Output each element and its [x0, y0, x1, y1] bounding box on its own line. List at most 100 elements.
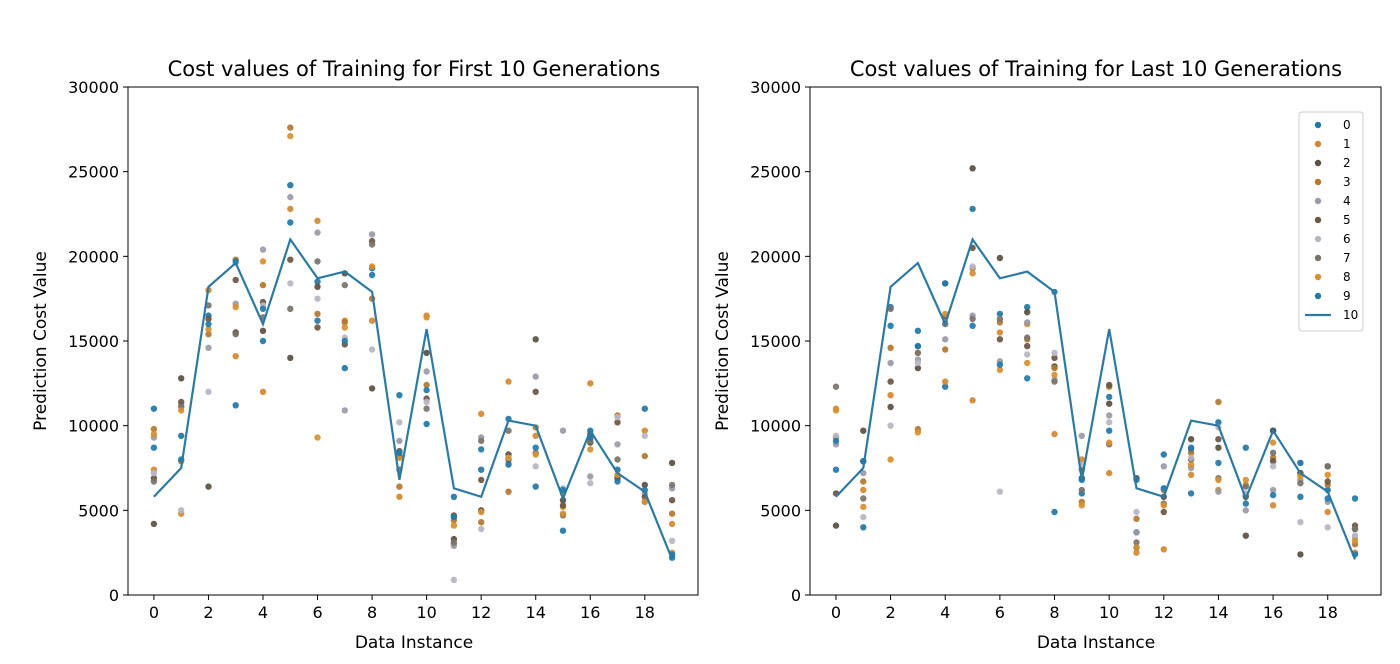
data-point-series-7: [1351, 525, 1359, 533]
legend-point-marker: [1314, 159, 1322, 167]
data-point-series-6: [1269, 463, 1277, 470]
x-tick-label: 0: [831, 603, 841, 622]
data-point-series-5: [232, 276, 239, 284]
data-point-series-4: [314, 229, 321, 236]
data-point-series-1: [996, 329, 1004, 336]
data-point-series-7: [1078, 486, 1086, 494]
data-point-series-9: [450, 513, 458, 521]
data-point-series-9: [1242, 500, 1250, 507]
data-point-series-2: [1106, 400, 1113, 407]
data-point-series-6: [1324, 524, 1331, 531]
data-point-series-0: [1023, 303, 1031, 311]
data-point-series-7: [478, 437, 485, 445]
data-point-series-0: [423, 420, 430, 428]
data-point-series-1: [641, 427, 648, 434]
x-tick-label: 10: [1099, 603, 1119, 622]
data-point-series-8: [1133, 544, 1140, 551]
data-point-series-9: [1215, 459, 1222, 467]
data-point-series-7: [914, 349, 922, 357]
data-point-series-5: [1324, 478, 1331, 485]
data-point-series-2: [287, 354, 294, 362]
data-point-series-7: [314, 258, 321, 265]
x-axis-label: Data Instance: [355, 633, 473, 653]
data-point-series-9: [1269, 491, 1277, 499]
data-point-series-6: [1187, 454, 1195, 461]
data-point-series-3: [396, 483, 403, 490]
data-point-series-8: [205, 325, 212, 333]
data-point-series-0: [287, 182, 294, 189]
data-point-series-1: [1051, 430, 1058, 438]
data-point-series-1: [478, 410, 485, 417]
x-tick-label: 2: [886, 603, 896, 622]
data-point-series-1: [1106, 469, 1113, 477]
data-point-series-9: [532, 444, 539, 451]
legend-point-marker: [1314, 178, 1322, 186]
data-point-series-5: [205, 315, 212, 323]
y-tick-label: 5000: [78, 501, 119, 520]
chart-title: Cost values of Training for First 10 Gen…: [168, 57, 661, 81]
legend-label: 9: [1343, 289, 1351, 303]
data-point-series-8: [1051, 371, 1058, 379]
data-point-series-8: [450, 522, 458, 529]
data-point-series-6: [1023, 351, 1031, 358]
data-point-series-1: [860, 486, 867, 494]
data-point-series-1: [1160, 546, 1168, 553]
x-tick-label: 6: [995, 603, 1005, 622]
data-point-series-8: [1269, 439, 1277, 446]
data-point-series-0: [450, 493, 458, 500]
legend-point-marker: [1314, 197, 1322, 205]
data-point-series-6: [996, 488, 1004, 495]
data-point-series-8: [478, 508, 485, 516]
data-point-series-2: [1242, 532, 1250, 539]
data-point-series-4: [887, 359, 894, 367]
data-point-series-7: [232, 331, 239, 338]
legend-point-marker: [1314, 254, 1322, 262]
data-point-series-7: [1133, 539, 1140, 546]
data-point-series-5: [1023, 342, 1031, 350]
chart-panel-last-generations: Cost values of Training for Last 10 Gene…: [713, 57, 1382, 653]
data-point-series-5: [1106, 381, 1113, 389]
data-point-series-6: [887, 422, 894, 429]
x-tick-label: 4: [258, 603, 268, 622]
data-point-series-7: [287, 305, 294, 312]
data-point-series-6: [1106, 419, 1113, 426]
data-point-series-9: [887, 322, 894, 329]
data-point-series-2: [1297, 551, 1304, 558]
data-point-series-0: [1297, 493, 1304, 500]
data-point-series-8: [832, 407, 840, 414]
data-point-series-2: [532, 336, 539, 343]
legend-box: [1298, 111, 1364, 332]
data-point-series-4: [423, 368, 430, 375]
data-point-series-4: [559, 427, 567, 434]
data-point-series-1: [532, 432, 539, 439]
data-point-series-0: [1051, 508, 1058, 516]
data-point-series-7: [1023, 334, 1031, 341]
data-point-series-0: [996, 310, 1004, 318]
y-tick-label: 10000: [750, 417, 801, 436]
data-point-series-2: [969, 165, 976, 172]
data-point-series-9: [396, 449, 403, 456]
data-point-series-7: [969, 315, 976, 323]
x-tick-label: 18: [635, 603, 655, 622]
series-lines: [153, 236, 674, 560]
data-point-series-8: [1187, 461, 1195, 468]
x-tick-label: 8: [367, 603, 377, 622]
data-point-series-8: [314, 434, 321, 441]
y-tick-label: 15000: [750, 332, 801, 351]
data-point-series-7: [368, 241, 376, 248]
data-point-series-3: [259, 281, 267, 289]
data-point-series-2: [996, 254, 1004, 262]
data-point-series-0: [259, 337, 267, 345]
data-point-series-7: [1242, 483, 1250, 490]
y-tick-label: 0: [109, 586, 119, 605]
y-tick-label: 20000: [68, 247, 119, 266]
data-point-series-1: [1269, 502, 1277, 509]
legend: 0 1 2 3 4 5 6 7 8 9 10: [1298, 111, 1364, 332]
data-point-series-1: [969, 397, 976, 404]
data-point-series-8: [914, 429, 922, 436]
series-line-10: [153, 236, 674, 560]
legend-point-marker: [1314, 216, 1322, 224]
data-point-series-6: [914, 359, 922, 367]
data-point-series-0: [1351, 495, 1359, 502]
legend-label: 10: [1343, 308, 1358, 322]
